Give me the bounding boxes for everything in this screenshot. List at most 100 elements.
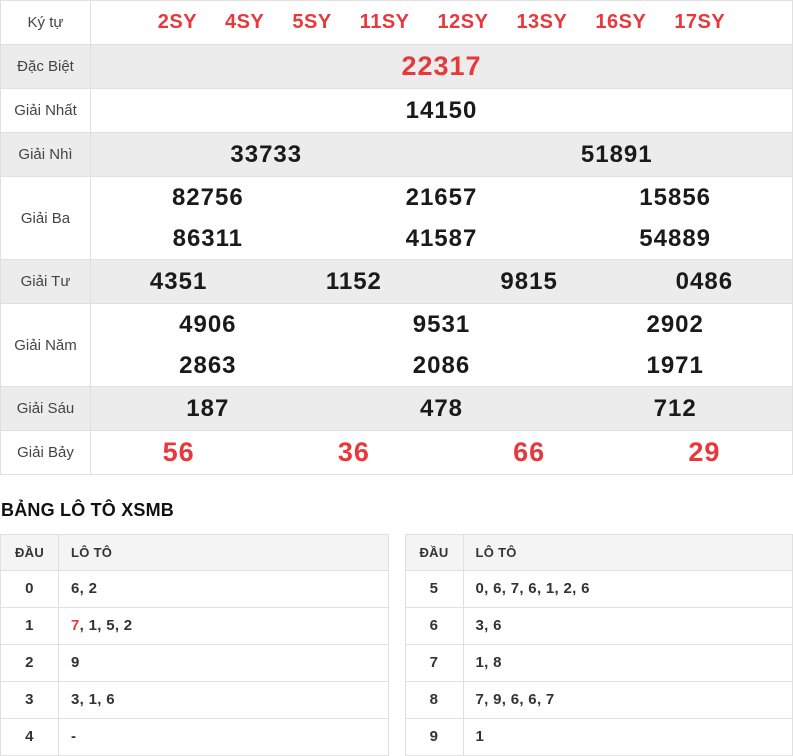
prize-number: 2863 <box>179 345 236 386</box>
prize-values: 22317 <box>91 45 792 88</box>
prize-number: 712 <box>654 388 697 429</box>
loto-value: 7 <box>476 691 485 708</box>
loto-value: 6 <box>511 691 520 708</box>
prize-label: Ký tự <box>1 1 91 44</box>
prize-label: Giải Tư <box>1 260 91 303</box>
loto-col-header-dau: ĐẦU <box>405 535 463 571</box>
loto-dau-cell: 0 <box>1 571 59 608</box>
loto-value: 8 <box>493 654 502 671</box>
loto-section-heading: BẢNG LÔ TÔ XSMB <box>1 500 793 521</box>
loto-value: 2 <box>124 617 133 634</box>
loto-col-header-loto: LÔ TÔ <box>59 535 389 571</box>
prize-number: 66 <box>513 432 545 473</box>
loto-value: 1 <box>476 654 485 671</box>
prize-number: 4351 <box>150 261 207 302</box>
loto-values-cell: 1, 8 <box>463 645 793 682</box>
prize-row-giai-tu: Giải Tư 4351 1152 9815 0486 <box>1 259 792 303</box>
prize-number: 86311 <box>173 218 243 259</box>
prize-number: 22317 <box>401 46 481 87</box>
loto-values-cell: 9 <box>59 645 389 682</box>
prize-number: 2902 <box>646 304 703 345</box>
loto-col-header-dau: ĐẦU <box>1 535 59 571</box>
loto-value: 2 <box>89 580 98 597</box>
prize-number: 51891 <box>581 134 653 175</box>
prize-row-giai-nhat: Giải Nhất 14150 <box>1 88 792 132</box>
loto-values-cell: 0, 6, 7, 6, 1, 2, 6 <box>463 571 793 608</box>
loto-value: - <box>71 728 76 745</box>
loto-value: 9 <box>71 654 80 671</box>
prize-number: 0486 <box>676 261 733 302</box>
prize-label: Giải Ba <box>1 177 91 259</box>
prize-number: 36 <box>338 432 370 473</box>
loto-value: 3 <box>476 617 485 634</box>
loto-value: 6 <box>493 617 502 634</box>
prize-number: 14150 <box>406 90 478 131</box>
loto-values-cell: 7, 9, 6, 6, 7 <box>463 682 793 719</box>
ticket-code: 2SY <box>158 11 197 34</box>
prize-number: 1152 <box>326 261 382 302</box>
loto-dau-cell: 8 <box>405 682 463 719</box>
prize-number: 54889 <box>639 218 711 259</box>
loto-dau-cell: 5 <box>405 571 463 608</box>
prize-number: 4906 <box>179 304 236 345</box>
prize-number: 15856 <box>639 177 711 218</box>
loto-value: 9 <box>493 691 502 708</box>
ticket-code: 4SY <box>225 11 264 34</box>
prize-number: 41587 <box>406 218 478 259</box>
prize-number: 9815 <box>500 261 557 302</box>
loto-value: 1 <box>476 728 485 745</box>
loto-values-cell: 3, 1, 6 <box>59 682 389 719</box>
loto-value: 6 <box>493 580 502 597</box>
loto-value: 6 <box>106 691 115 708</box>
loto-value: 6 <box>71 580 80 597</box>
prize-number: 1971 <box>646 345 703 386</box>
loto-values-cell: 3, 6 <box>463 608 793 645</box>
prize-number: 56 <box>163 432 195 473</box>
prize-number: 82756 <box>172 177 244 218</box>
loto-row: 4- <box>1 719 389 756</box>
ticket-code: 13SY <box>516 11 567 34</box>
loto-value: 6 <box>528 691 537 708</box>
loto-value: 1 <box>89 617 98 634</box>
prize-label: Đặc Biệt <box>1 45 91 88</box>
ticket-code: 5SY <box>292 11 331 34</box>
loto-values-cell: 6, 2 <box>59 571 389 608</box>
prize-number: 9531 <box>413 304 470 345</box>
loto-value: 1 <box>546 580 555 597</box>
loto-value: 7 <box>511 580 520 597</box>
prize-row-dac-biet: Đặc Biệt 22317 <box>1 44 792 88</box>
loto-value: 0 <box>476 580 485 597</box>
prize-label: Giải Sáu <box>1 387 91 430</box>
loto-dau-cell: 7 <box>405 645 463 682</box>
loto-value: 5 <box>106 617 115 634</box>
loto-dau-cell: 4 <box>1 719 59 756</box>
prize-number: 187 <box>186 388 229 429</box>
loto-value-special: 7 <box>71 617 80 634</box>
loto-dau-cell: 2 <box>1 645 59 682</box>
ticket-code: 16SY <box>595 11 646 34</box>
prize-label: Giải Nhất <box>1 89 91 132</box>
loto-values-cell: 1 <box>463 719 793 756</box>
